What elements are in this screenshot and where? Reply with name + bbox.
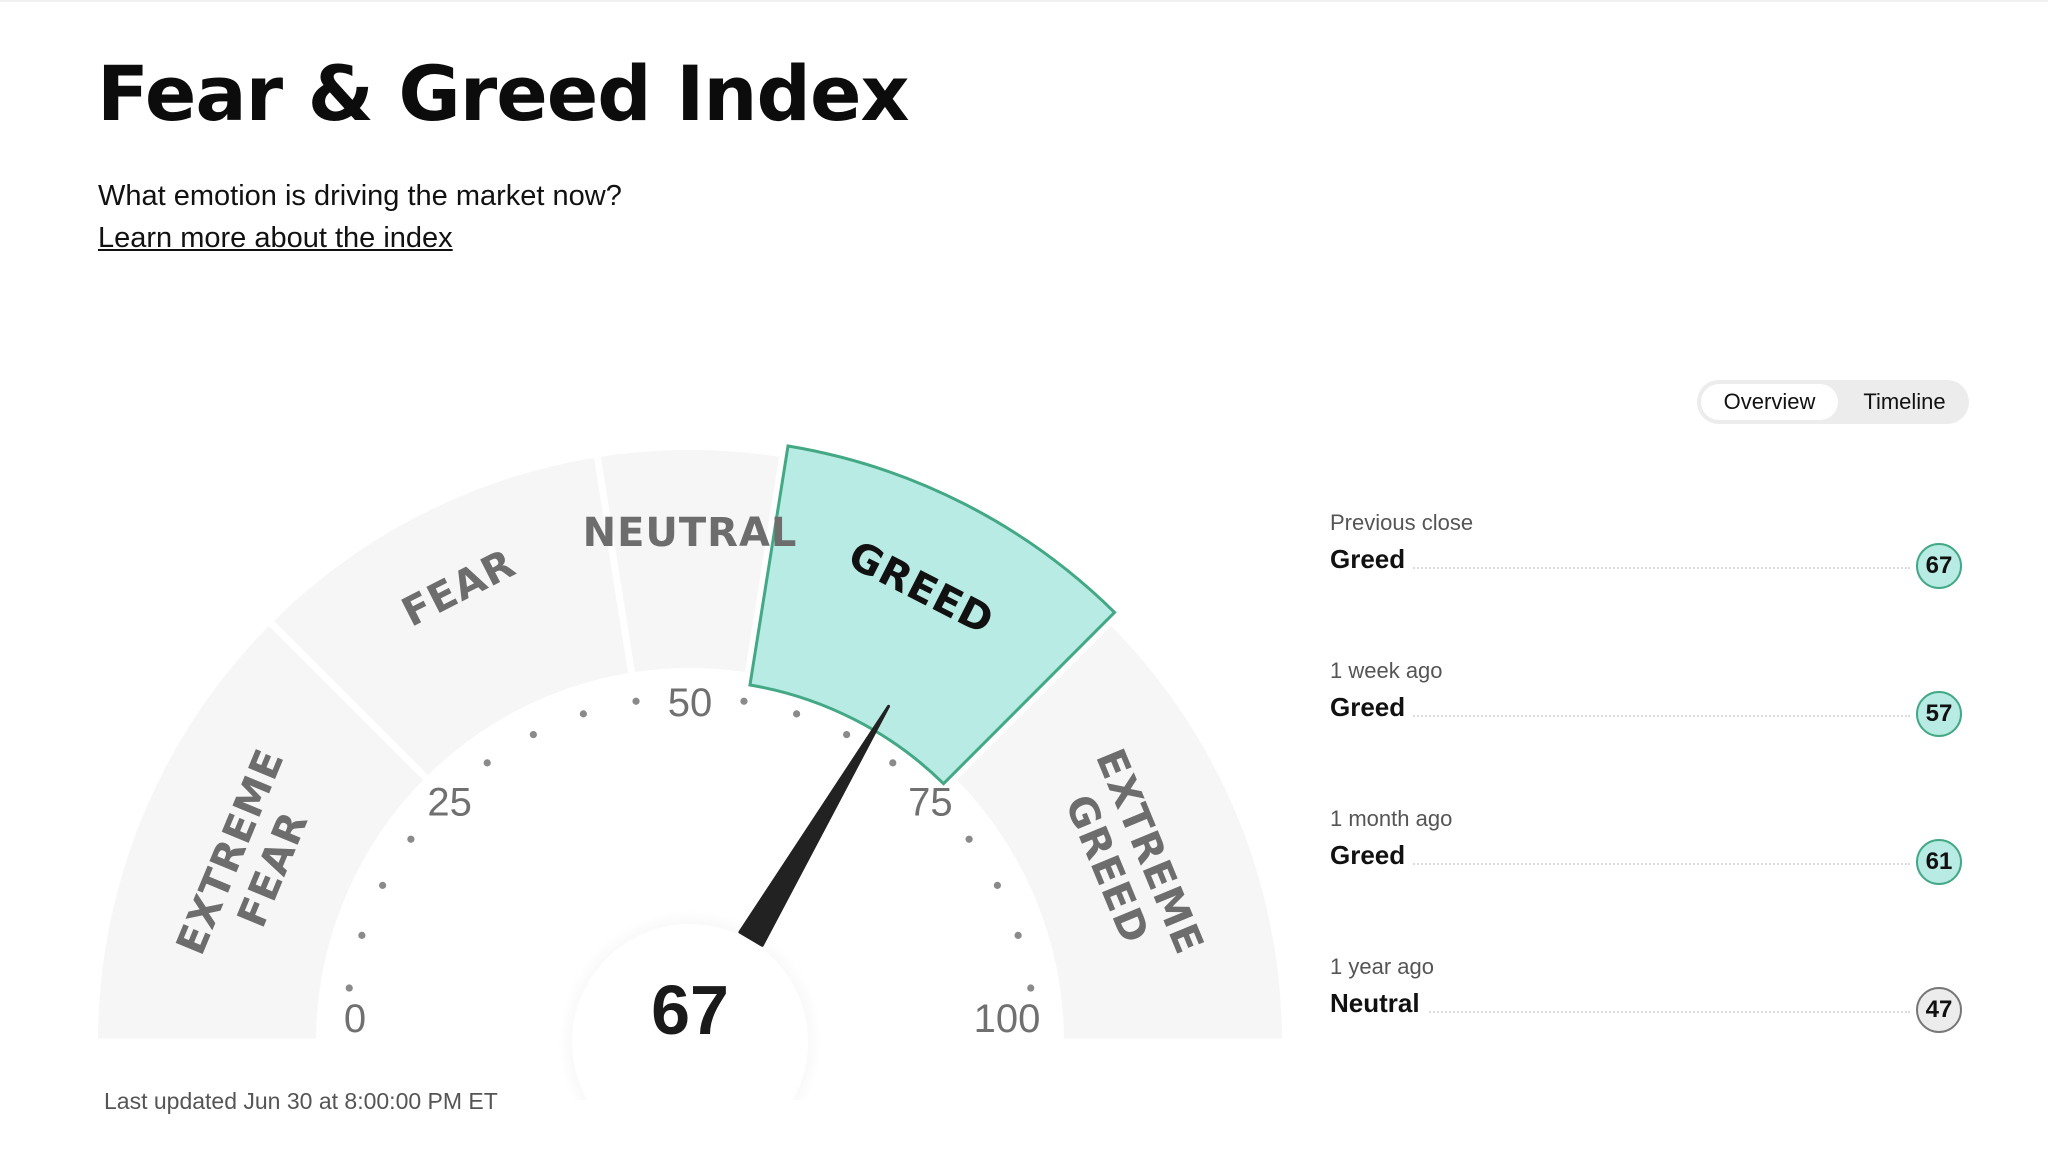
gauge-segment-label: NEUTRAL <box>583 510 798 556</box>
dotted-leader <box>1330 863 1910 865</box>
overview-tab[interactable]: Overview <box>1701 384 1838 420</box>
top-divider <box>0 0 2048 2</box>
gauge-tick-dot <box>345 984 353 992</box>
history-period: 1 month ago <box>1330 806 1453 831</box>
last-updated-text: Last updated Jun 30 at 8:00:00 PM ET <box>104 1088 498 1114</box>
history-period: 1 year ago <box>1330 954 1434 979</box>
gauge-value: 67 <box>651 971 729 1049</box>
gauge-tick-label: 0 <box>344 997 366 1041</box>
gauge-tick-dot <box>889 759 897 767</box>
dotted-leader <box>1330 715 1910 717</box>
gauge-tick-label: 50 <box>668 681 713 725</box>
history-rating: Greed <box>1330 692 1414 723</box>
gauge-needle <box>738 704 891 947</box>
gauge-tick-dot <box>965 835 973 843</box>
gauge-tick-label: 100 <box>974 997 1041 1041</box>
history-period: Previous close <box>1330 510 1474 535</box>
gauge-tick-dot <box>358 931 366 939</box>
gauge-tick-dot <box>1014 931 1022 939</box>
history-value-badge: 67 <box>1916 543 1962 589</box>
history-value-badge: 61 <box>1916 839 1962 885</box>
gauge-tick-label: 75 <box>908 781 953 825</box>
history-value-badge: 47 <box>1916 987 1962 1033</box>
gauge-segment <box>956 625 1282 1039</box>
gauge-segment <box>748 444 1117 786</box>
gauge-tick-dot <box>483 759 491 767</box>
history-row-1-month-ago: 1 month ago Greed 61 <box>1330 806 1962 954</box>
gauge-tick-dot <box>579 710 587 718</box>
gauge-center-disc <box>572 924 808 1100</box>
gauge-tick-dot <box>379 881 387 889</box>
gauge-tick-dot <box>632 697 640 705</box>
gauge-tick-label: 25 <box>427 781 472 825</box>
gauge-segment <box>273 457 629 776</box>
gauge-segment <box>600 450 780 673</box>
history-list: Previous close Greed 67 1 week ago Greed… <box>1330 510 1962 1102</box>
gauge-tick-dot <box>407 835 415 843</box>
gauge-tick-dot <box>993 881 1001 889</box>
dotted-leader <box>1330 567 1910 569</box>
gauge-segment <box>98 625 424 1039</box>
dotted-leader <box>1330 1011 1910 1013</box>
history-row-previous-close: Previous close Greed 67 <box>1330 510 1962 658</box>
learn-more-link[interactable]: Learn more about the index <box>98 222 453 254</box>
page-subtitle: What emotion is driving the market now? <box>98 180 622 212</box>
history-rating: Greed <box>1330 544 1414 575</box>
view-toggle: Overview Timeline <box>1697 380 1969 424</box>
timeline-tab[interactable]: Timeline <box>1863 389 1946 414</box>
gauge-tick-dot <box>793 710 801 718</box>
history-value-badge: 57 <box>1916 691 1962 737</box>
gauge-tick-dot <box>529 731 537 739</box>
history-row-1-week-ago: 1 week ago Greed 57 <box>1330 658 1962 806</box>
gauge-tick-dot <box>1027 984 1035 992</box>
history-period: 1 week ago <box>1330 658 1443 683</box>
gauge-tick-dot <box>843 731 851 739</box>
history-rating: Greed <box>1330 840 1414 871</box>
history-rating: Neutral <box>1330 988 1428 1019</box>
history-row-1-year-ago: 1 year ago Neutral 47 <box>1330 954 1962 1102</box>
gauge-tick-dot <box>740 697 748 705</box>
page-title: Fear & Greed Index <box>97 49 910 138</box>
